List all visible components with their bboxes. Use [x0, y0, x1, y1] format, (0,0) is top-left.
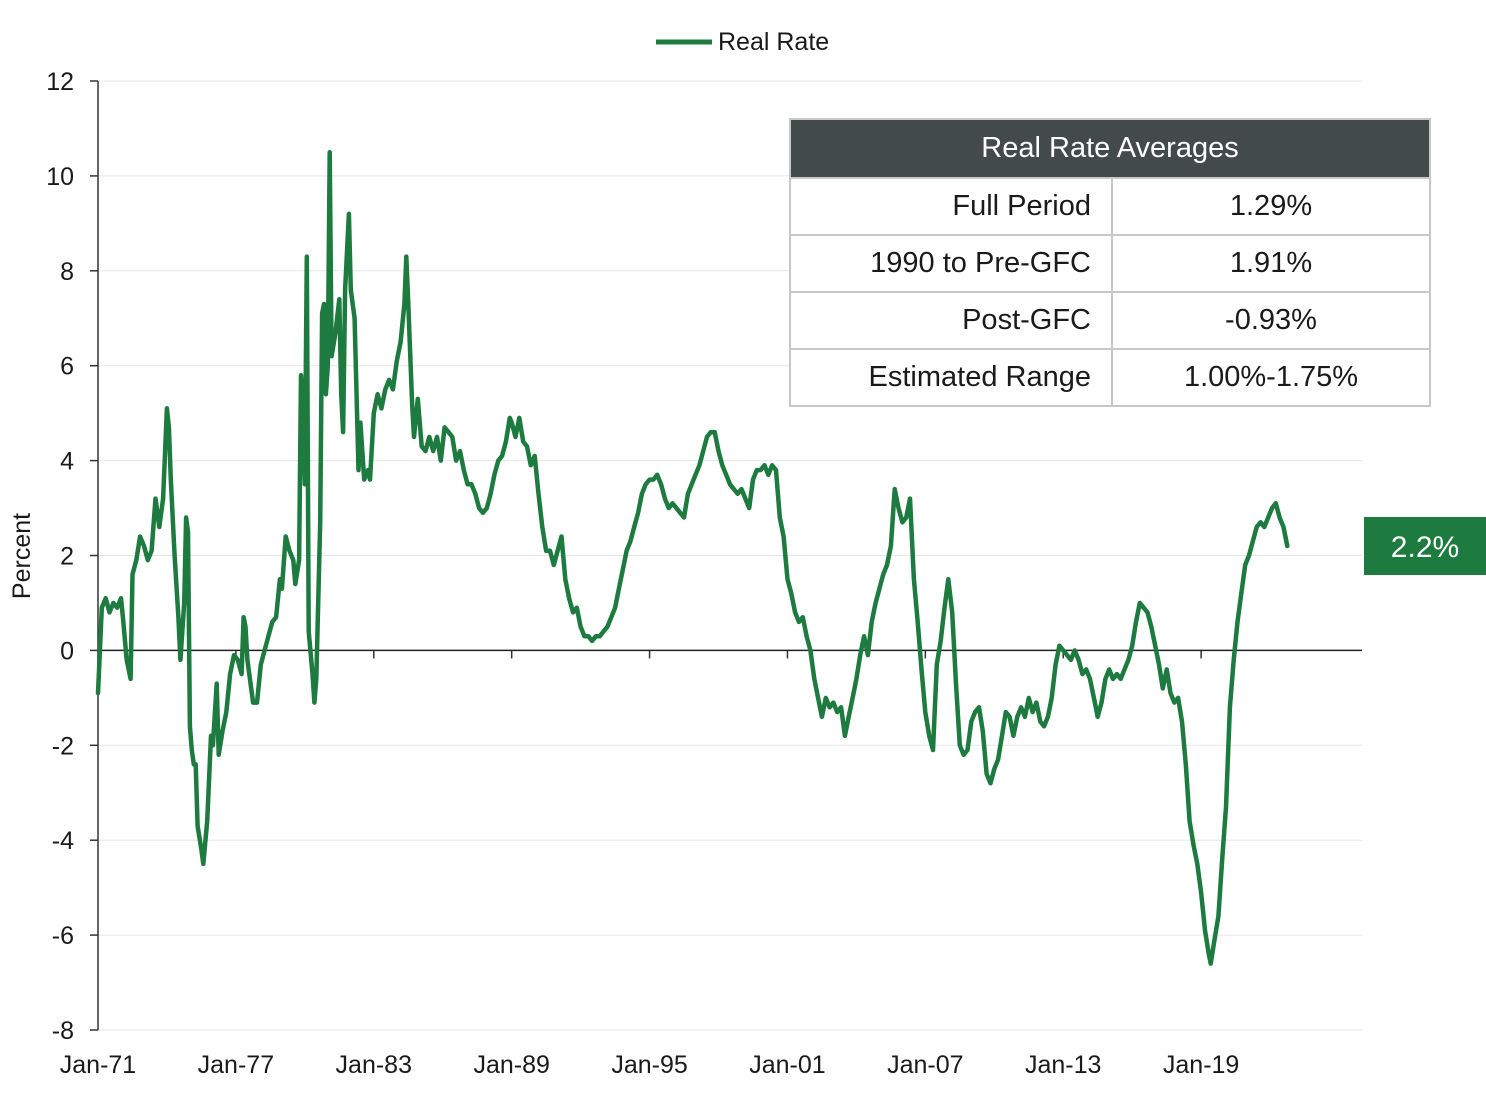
- table-row: Post-GFC -0.93%: [789, 291, 1431, 350]
- y-axis-ticks: 12 10 8 6 4 2 0 -2 -4 -6 -8: [46, 68, 98, 1045]
- y-tick-label: -2: [52, 732, 74, 760]
- series-layer: [95, 149, 1290, 966]
- table-title: Real Rate Averages: [789, 118, 1431, 179]
- y-tick-label: 0: [60, 637, 74, 665]
- y-tick-label: 10: [46, 163, 74, 191]
- x-tick-label: Jan-07: [887, 1051, 963, 1079]
- y-axis-title: Percent: [8, 513, 36, 599]
- x-tick-label: Jan-01: [749, 1051, 825, 1079]
- y-tick-label: -6: [52, 922, 74, 950]
- latest-value-callout: 2.2%: [1364, 517, 1486, 576]
- y-tick-label: 8: [60, 258, 74, 286]
- table-row: Estimated Range 1.00%-1.75%: [789, 348, 1431, 407]
- row-label: 1990 to Pre-GFC: [789, 234, 1113, 293]
- series-line-real-rate: [95, 149, 1290, 966]
- x-tick-label: Jan-13: [1025, 1051, 1101, 1079]
- row-label: Full Period: [789, 177, 1113, 236]
- y-tick-label: -4: [52, 827, 74, 855]
- y-tick-label: 12: [46, 68, 74, 96]
- row-label: Estimated Range: [789, 348, 1113, 407]
- row-value: -0.93%: [1111, 291, 1431, 350]
- x-axis-ticks: Jan-71 Jan-77 Jan-83 Jan-89 Jan-95 Jan-01 Jan-…: [60, 650, 1239, 1079]
- y-tick-label: 4: [60, 448, 74, 476]
- x-tick-label: Jan-77: [198, 1051, 274, 1079]
- real-rate-averages-table: Real Rate Averages Full Period 1.29% 199…: [789, 118, 1431, 407]
- table-row: Full Period 1.29%: [789, 177, 1431, 236]
- y-tick-label: -8: [52, 1017, 74, 1045]
- table-header-row: Real Rate Averages: [789, 118, 1431, 179]
- latest-value-box: [1364, 517, 1486, 576]
- x-tick-label: Jan-95: [611, 1051, 687, 1079]
- x-tick-label: Jan-19: [1163, 1051, 1239, 1079]
- y-tick-label: 6: [60, 353, 74, 381]
- row-value: 1.00%-1.75%: [1111, 348, 1431, 407]
- x-tick-label: Jan-71: [60, 1051, 136, 1079]
- legend: Real Rate: [656, 28, 829, 56]
- latest-value-label: 2.2%: [1391, 531, 1459, 564]
- row-value: 1.29%: [1111, 177, 1431, 236]
- row-value: 1.91%: [1111, 234, 1431, 293]
- x-tick-label: Jan-89: [473, 1051, 549, 1079]
- table-row: 1990 to Pre-GFC 1.91%: [789, 234, 1431, 293]
- legend-label-real-rate: Real Rate: [718, 28, 829, 56]
- y-tick-label: 2: [60, 543, 74, 571]
- x-tick-label: Jan-83: [336, 1051, 412, 1079]
- row-label: Post-GFC: [789, 291, 1113, 350]
